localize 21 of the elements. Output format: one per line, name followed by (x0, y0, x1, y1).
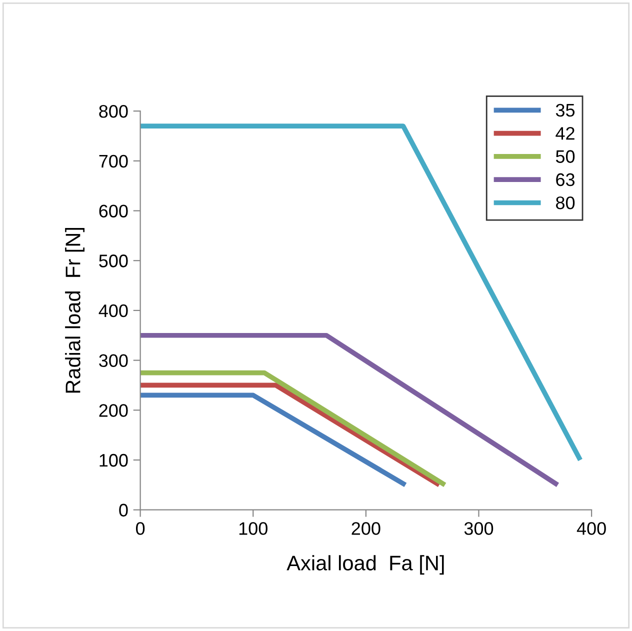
y-tick-label: 0 (119, 504, 128, 517)
y-tick-label: 800 (99, 104, 128, 118)
x-tick-label: 200 (352, 522, 380, 535)
y-axis-title: Radial load Fr [N] (65, 228, 84, 393)
legend-label: 50 (556, 150, 575, 163)
y-tick-label: 600 (99, 204, 128, 218)
x-tick-label: 300 (464, 522, 494, 535)
x-tick-label: 100 (239, 522, 268, 535)
legend-label: 35 (556, 104, 575, 117)
y-tick-label: 400 (98, 304, 128, 318)
y-tick-label: 300 (99, 354, 128, 368)
y-tick-label: 700 (99, 154, 128, 168)
x-tick-label: 0 (136, 522, 145, 535)
legend-label: 80 (556, 196, 575, 210)
x-axis-title: Axial load Fa [N] (286, 555, 444, 575)
legend-label: 63 (556, 173, 575, 186)
x-tick-label: 400 (576, 522, 606, 535)
y-tick-label: 500 (99, 254, 128, 268)
legend-label: 42 (556, 127, 574, 140)
y-tick-label: 100 (100, 454, 128, 467)
y-tick-label: 200 (99, 404, 128, 417)
